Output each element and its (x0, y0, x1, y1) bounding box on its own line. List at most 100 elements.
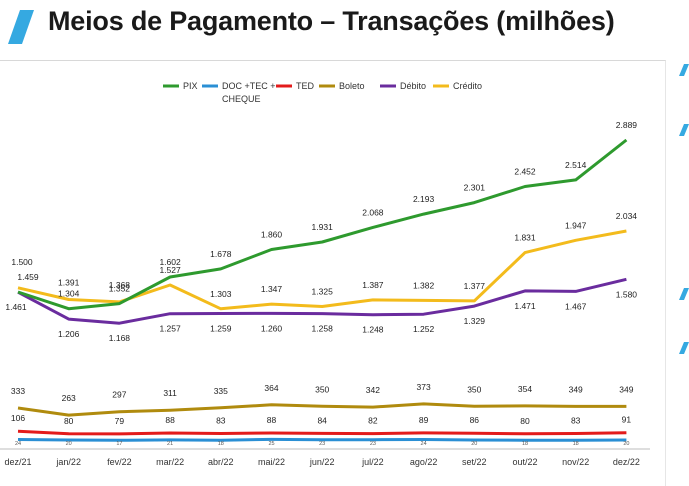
x-tick-label: fev/22 (107, 457, 132, 467)
data-label-pix: 1.304 (58, 289, 80, 299)
data-label-ted: 88 (267, 415, 277, 425)
data-label-pix: 2.514 (565, 160, 587, 170)
data-label-credito: 1.347 (261, 284, 283, 294)
data-label-boleto: 349 (569, 384, 583, 394)
data-label-pix: 2.068 (362, 207, 384, 217)
x-tick-label: set/22 (462, 457, 487, 467)
legend-item-credito: Crédito (433, 81, 482, 91)
legend-label: DOC +TEC + (222, 81, 276, 91)
legend-label: TED (296, 81, 315, 91)
data-label-doc: 18 (522, 441, 528, 447)
legend-item-boleto: Boleto (319, 81, 365, 91)
data-label-credito: 1.500 (11, 257, 33, 267)
x-axis: dez/21 jan/22 fev/22 mar/22 abr/22 mai/22 jun/… (0, 448, 650, 467)
x-tick-label: dez/22 (613, 457, 640, 467)
series-lines (17, 138, 628, 442)
side-accent-marks (679, 64, 689, 354)
data-label-debito: 1.259 (210, 324, 232, 334)
data-label-ted: 80 (64, 416, 74, 426)
data-label-pix: 1.860 (261, 230, 283, 240)
data-label-boleto: 342 (366, 385, 380, 395)
data-label-credito: 1.387 (362, 280, 384, 290)
data-label-ted: 79 (115, 416, 125, 426)
data-label-doc: 18 (573, 441, 579, 447)
series-line-boleto (17, 402, 627, 417)
x-tick-label: abr/22 (208, 457, 234, 467)
series-line-doc (17, 437, 627, 442)
data-label-doc: 21 (167, 441, 173, 447)
x-tick-label: out/22 (512, 457, 537, 467)
legend-item-doc: DOC +TEC + CHEQUE (202, 81, 276, 104)
data-label-doc: 20 (66, 441, 72, 447)
x-tick-label: mar/22 (156, 457, 184, 467)
accent-mark (679, 342, 689, 354)
accent-mark (679, 288, 689, 300)
data-label-ted: 83 (216, 416, 226, 426)
data-label-credito: 1.831 (514, 233, 536, 243)
data-label-pix: 2.889 (616, 120, 638, 130)
legend-label: Débito (400, 81, 426, 91)
legend-label: CHEQUE (222, 94, 261, 104)
legend-label: Boleto (339, 81, 365, 91)
data-label-pix: 2.301 (464, 183, 486, 193)
data-label-debito: 1.260 (261, 323, 283, 333)
data-label-credito: 1.382 (413, 280, 435, 290)
data-labels: 1.461 1.500 1.459 1.304 1.391 1.206 1.3521.368… (5, 120, 637, 447)
data-label-credito: 1.377 (464, 281, 486, 291)
x-tick-label: jun/22 (309, 457, 335, 467)
data-label-debito: 1.206 (58, 329, 80, 339)
data-label-boleto: 333 (11, 386, 25, 396)
data-label-doc: 20 (623, 441, 629, 447)
data-label-boleto: 364 (264, 383, 278, 393)
data-label-boleto: 263 (62, 393, 76, 403)
data-label-pix: 1.931 (312, 222, 334, 232)
data-label-credito: 1.368 (109, 280, 131, 290)
data-label-ted: 82 (368, 416, 378, 426)
legend-label: Crédito (453, 81, 482, 91)
chart-legend: PIX DOC +TEC + CHEQUE TED Boleto Débito Crédit… (163, 81, 482, 104)
data-label-doc: 25 (268, 441, 274, 447)
data-label-debito: 1.329 (464, 316, 486, 326)
data-label-ted: 80 (520, 416, 530, 426)
data-label-ted: 84 (317, 415, 327, 425)
data-label-debito: 1.252 (413, 324, 435, 334)
data-label-credito: 1.325 (312, 286, 334, 296)
data-label-boleto: 297 (112, 390, 126, 400)
data-label-pix: 1.352 (109, 284, 131, 294)
x-tick-label: nov/22 (562, 457, 589, 467)
series-line-credito (17, 229, 627, 311)
x-tick-label: ago/22 (410, 457, 438, 467)
legend-item-ted: TED (276, 81, 315, 91)
data-label-ted: 86 (470, 415, 480, 425)
x-tick-label: dez/21 (4, 457, 31, 467)
data-label-doc: 20 (471, 441, 477, 447)
accent-mark (679, 124, 689, 136)
legend-item-debito: Débito (380, 81, 426, 91)
chart-frame (0, 60, 666, 486)
accent-mark (679, 64, 689, 76)
data-label-pix: 2.193 (413, 194, 435, 204)
data-label-doc: 23 (370, 441, 376, 447)
x-tick-label: jul/22 (361, 457, 384, 467)
data-label-boleto: 311 (163, 388, 177, 398)
data-label-boleto: 350 (315, 384, 329, 394)
data-label-ted: 106 (11, 413, 25, 423)
series-line-ted (17, 429, 627, 436)
title-slash-icon (8, 10, 34, 44)
x-tick-label: jan/22 (55, 457, 81, 467)
data-label-pix: 2.452 (514, 167, 536, 177)
series-line-pix (17, 138, 628, 311)
legend-item-pix: PIX (163, 81, 198, 91)
data-label-pix: 1.678 (210, 249, 232, 259)
data-label-boleto: 335 (214, 386, 228, 396)
series-line-debito (17, 277, 627, 325)
data-label-credito: 2.034 (616, 211, 638, 221)
data-label-doc: 24 (15, 441, 21, 447)
data-label-ted: 91 (622, 415, 632, 425)
data-label-debito: 1.471 (514, 301, 536, 311)
x-tick-label: mai/22 (258, 457, 285, 467)
data-label-debito: 1.248 (362, 325, 384, 335)
data-label-doc: 24 (421, 441, 427, 447)
page-title: Meios de Pagamento – Transações (milhões… (48, 6, 615, 36)
